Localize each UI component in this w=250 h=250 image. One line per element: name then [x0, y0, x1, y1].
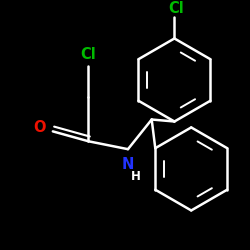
- Text: Cl: Cl: [168, 1, 184, 16]
- Text: H: H: [131, 170, 141, 183]
- Text: O: O: [33, 120, 45, 135]
- Text: N: N: [122, 158, 134, 172]
- Text: Cl: Cl: [80, 47, 96, 62]
